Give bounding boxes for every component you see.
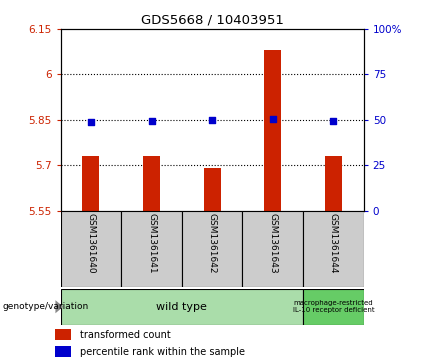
- Text: wild type: wild type: [156, 302, 207, 312]
- Text: percentile rank within the sample: percentile rank within the sample: [80, 347, 245, 356]
- Text: GSM1361642: GSM1361642: [208, 213, 216, 273]
- Bar: [204, 168, 221, 211]
- Bar: [61, 211, 121, 287]
- Text: GSM1361644: GSM1361644: [329, 213, 338, 273]
- Polygon shape: [55, 300, 63, 313]
- Bar: [242, 211, 303, 287]
- Point: [330, 118, 337, 123]
- Point: [209, 118, 216, 123]
- Bar: [303, 211, 364, 287]
- Point: [87, 119, 94, 125]
- Bar: [82, 156, 100, 211]
- Bar: [303, 289, 364, 325]
- Bar: [143, 156, 160, 211]
- Bar: [121, 211, 182, 287]
- Point: [269, 116, 276, 122]
- Bar: [182, 211, 242, 287]
- Bar: [61, 289, 303, 325]
- Bar: [325, 156, 342, 211]
- Bar: [55, 346, 71, 357]
- Text: GSM1361641: GSM1361641: [147, 213, 156, 273]
- Text: GSM1361640: GSM1361640: [87, 213, 95, 273]
- Text: transformed count: transformed count: [80, 330, 171, 340]
- Bar: [264, 50, 281, 211]
- Text: GSM1361643: GSM1361643: [268, 213, 277, 273]
- Bar: [55, 330, 71, 340]
- Text: genotype/variation: genotype/variation: [2, 302, 88, 311]
- Title: GDS5668 / 10403951: GDS5668 / 10403951: [141, 13, 284, 26]
- Text: macrophage-restricted
IL-10 receptor deficient: macrophage-restricted IL-10 receptor def…: [293, 300, 374, 314]
- Point: [148, 118, 155, 124]
